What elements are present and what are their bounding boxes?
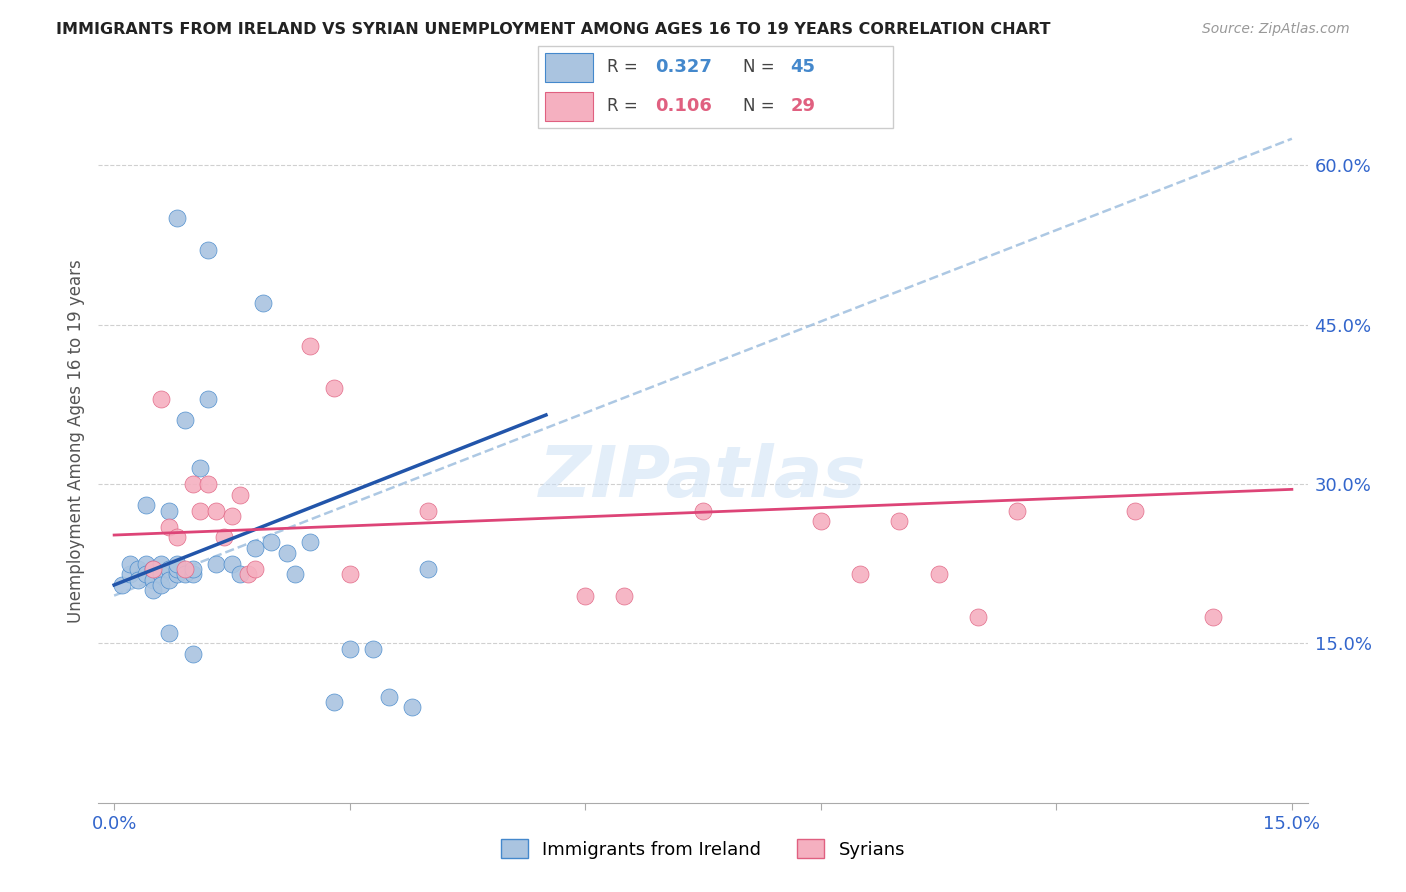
Point xyxy=(401,700,423,714)
Point xyxy=(157,625,180,640)
Point xyxy=(1005,503,1028,517)
Point xyxy=(111,578,134,592)
Point xyxy=(181,647,204,661)
Point xyxy=(197,244,219,258)
Text: 0.327: 0.327 xyxy=(655,59,711,77)
Point xyxy=(339,641,361,656)
Point xyxy=(166,557,188,571)
Point xyxy=(221,557,243,571)
FancyBboxPatch shape xyxy=(538,46,893,128)
Point xyxy=(889,514,911,528)
Point xyxy=(205,557,228,571)
Point xyxy=(229,488,252,502)
FancyBboxPatch shape xyxy=(546,92,593,120)
Point xyxy=(212,530,235,544)
Point xyxy=(378,690,401,704)
Point xyxy=(142,562,165,576)
Point xyxy=(205,503,228,517)
Text: R =: R = xyxy=(607,97,644,115)
Point xyxy=(260,535,283,549)
Point xyxy=(150,567,173,582)
Point xyxy=(276,546,298,560)
Point xyxy=(142,562,165,576)
Point xyxy=(166,530,188,544)
Point xyxy=(173,413,195,427)
Text: 29: 29 xyxy=(790,97,815,115)
Point xyxy=(849,567,872,582)
Point xyxy=(157,519,180,533)
Point xyxy=(173,567,195,582)
Text: Source: ZipAtlas.com: Source: ZipAtlas.com xyxy=(1202,22,1350,37)
Text: 0.106: 0.106 xyxy=(655,97,711,115)
Point xyxy=(173,562,195,576)
Point xyxy=(181,567,204,582)
Text: R =: R = xyxy=(607,59,644,77)
Text: N =: N = xyxy=(742,97,779,115)
Point xyxy=(166,567,188,582)
Point xyxy=(127,562,149,576)
Legend: Immigrants from Ireland, Syrians: Immigrants from Ireland, Syrians xyxy=(494,832,912,866)
Point xyxy=(299,339,322,353)
Point xyxy=(928,567,950,582)
Text: N =: N = xyxy=(742,59,779,77)
Point xyxy=(157,562,180,576)
Point xyxy=(197,392,219,406)
Point xyxy=(692,503,714,517)
Point xyxy=(150,578,173,592)
Point xyxy=(418,503,440,517)
Point xyxy=(181,477,204,491)
Point xyxy=(245,541,267,555)
Point xyxy=(157,503,180,517)
Point xyxy=(118,557,141,571)
Point xyxy=(1123,503,1146,517)
Point xyxy=(323,695,346,709)
Point xyxy=(150,392,173,406)
Point xyxy=(613,589,636,603)
Text: 45: 45 xyxy=(790,59,815,77)
Point xyxy=(966,610,988,624)
Point xyxy=(135,567,157,582)
Point xyxy=(142,583,165,598)
Point xyxy=(361,641,384,656)
Point xyxy=(197,477,219,491)
Point xyxy=(190,461,212,475)
Point xyxy=(157,573,180,587)
Point xyxy=(166,211,188,226)
Point xyxy=(810,514,832,528)
Text: IMMIGRANTS FROM IRELAND VS SYRIAN UNEMPLOYMENT AMONG AGES 16 TO 19 YEARS CORRELA: IMMIGRANTS FROM IRELAND VS SYRIAN UNEMPL… xyxy=(56,22,1050,37)
Point xyxy=(118,567,141,582)
Point xyxy=(135,557,157,571)
Point xyxy=(574,589,596,603)
Point xyxy=(339,567,361,582)
Text: ZIPatlas: ZIPatlas xyxy=(540,443,866,512)
Point xyxy=(127,573,149,587)
Point xyxy=(1202,610,1225,624)
Y-axis label: Unemployment Among Ages 16 to 19 years: Unemployment Among Ages 16 to 19 years xyxy=(66,260,84,624)
Point xyxy=(190,503,212,517)
Point xyxy=(252,296,274,310)
Point xyxy=(135,498,157,512)
Point xyxy=(418,562,440,576)
Point xyxy=(236,567,259,582)
Point xyxy=(229,567,252,582)
Point xyxy=(299,535,322,549)
Point xyxy=(181,562,204,576)
Point xyxy=(142,573,165,587)
Point xyxy=(221,508,243,523)
Point xyxy=(150,557,173,571)
Point xyxy=(284,567,307,582)
Point xyxy=(166,562,188,576)
Point xyxy=(245,562,267,576)
Point xyxy=(323,381,346,395)
FancyBboxPatch shape xyxy=(546,54,593,82)
